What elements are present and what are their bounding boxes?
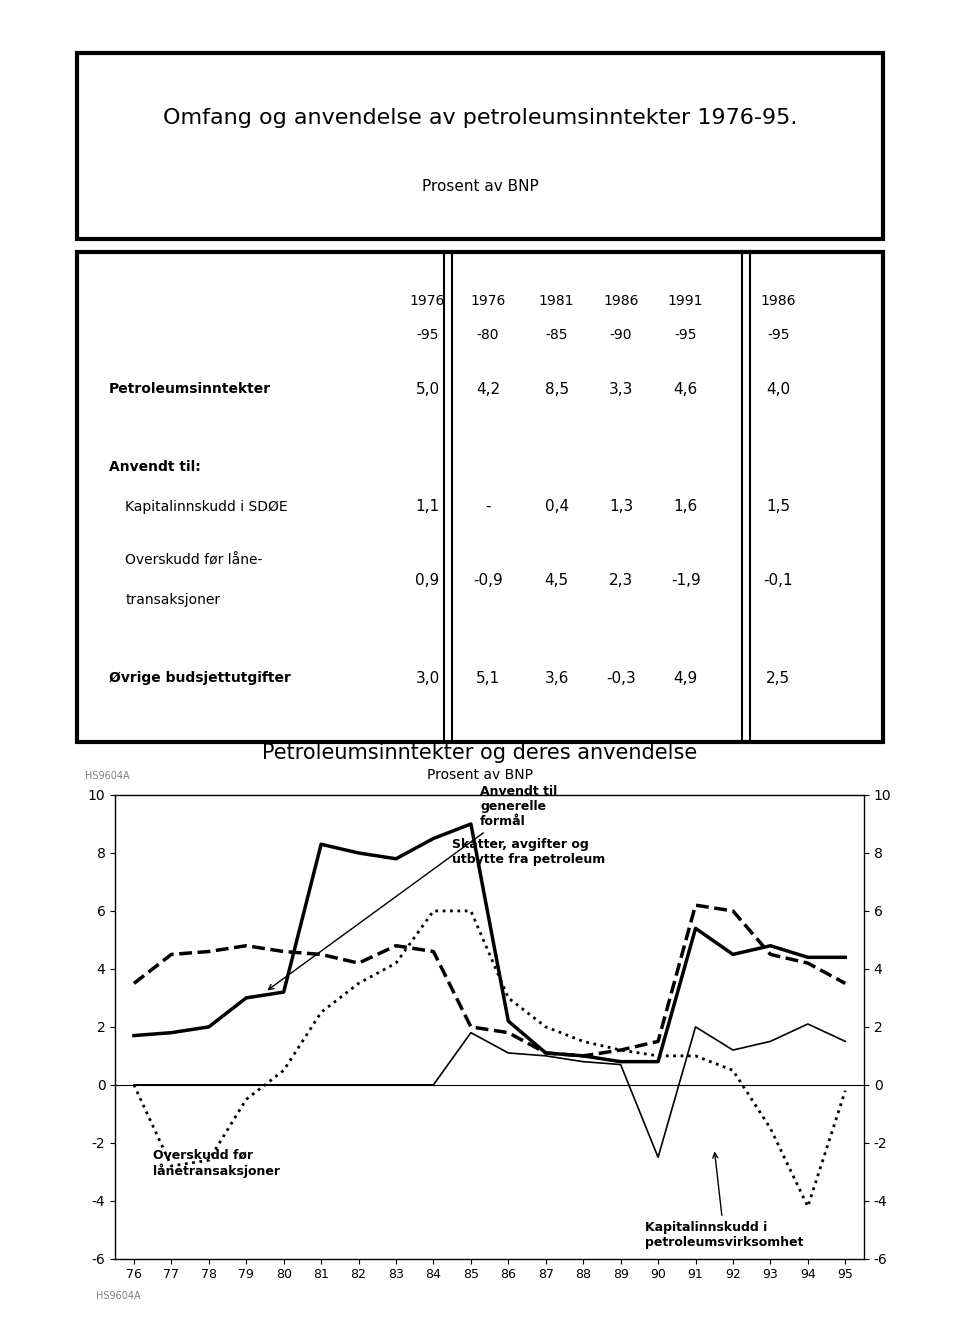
Text: -: - <box>486 500 491 514</box>
Text: -80: -80 <box>477 329 499 342</box>
Text: -95: -95 <box>417 329 439 342</box>
Text: -0,3: -0,3 <box>607 670 636 686</box>
Text: 1981: 1981 <box>539 294 574 307</box>
Text: 4,5: 4,5 <box>544 572 568 588</box>
Text: 8,5: 8,5 <box>544 382 568 396</box>
Text: 4,9: 4,9 <box>674 670 698 686</box>
Text: HS9604A: HS9604A <box>96 1291 140 1301</box>
Text: 3,0: 3,0 <box>416 670 440 686</box>
Text: Øvrige budsjettutgifter: Øvrige budsjettutgifter <box>109 672 291 685</box>
Text: Petroleumsinntekter og deres anvendelse: Petroleumsinntekter og deres anvendelse <box>262 742 698 763</box>
FancyBboxPatch shape <box>77 53 883 238</box>
Text: 0,4: 0,4 <box>544 500 568 514</box>
Text: 1976: 1976 <box>470 294 506 307</box>
Text: 3,6: 3,6 <box>544 670 568 686</box>
Text: 1986: 1986 <box>604 294 638 307</box>
Text: -95: -95 <box>767 329 790 342</box>
Text: transaksjoner: transaksjoner <box>125 592 220 607</box>
Text: Overskudd før
lånetransaksjoner: Overskudd før lånetransaksjoner <box>153 1149 279 1178</box>
Text: Omfang og anvendelse av petroleumsinntekter 1976-95.: Omfang og anvendelse av petroleumsinntek… <box>163 107 797 129</box>
Text: 1986: 1986 <box>760 294 796 307</box>
Text: Anvendt til:: Anvendt til: <box>109 461 201 474</box>
Text: 1,1: 1,1 <box>416 500 440 514</box>
FancyBboxPatch shape <box>77 252 883 742</box>
Text: 1,3: 1,3 <box>609 500 634 514</box>
Text: 4,6: 4,6 <box>674 382 698 396</box>
Text: Skatter, avgifter og
utbytte fra petroleum: Skatter, avgifter og utbytte fra petrole… <box>452 839 606 867</box>
Text: -0,1: -0,1 <box>763 572 793 588</box>
Text: -0,9: -0,9 <box>473 572 503 588</box>
Text: 1991: 1991 <box>668 294 704 307</box>
Text: -85: -85 <box>545 329 568 342</box>
Text: 2,3: 2,3 <box>609 572 634 588</box>
Text: -1,9: -1,9 <box>671 572 701 588</box>
Text: 4,0: 4,0 <box>766 382 790 396</box>
Text: -95: -95 <box>674 329 697 342</box>
Text: 3,3: 3,3 <box>609 382 634 396</box>
Text: Petroleumsinntekter: Petroleumsinntekter <box>109 382 271 396</box>
Text: HS9604A: HS9604A <box>84 771 130 782</box>
Text: 2,5: 2,5 <box>766 670 790 686</box>
Text: 5,0: 5,0 <box>416 382 440 396</box>
Text: 1,5: 1,5 <box>766 500 790 514</box>
Text: 1976: 1976 <box>410 294 445 307</box>
Text: 5,1: 5,1 <box>476 670 500 686</box>
Text: 4,2: 4,2 <box>476 382 500 396</box>
Text: Kapitalinnskudd i SDØE: Kapitalinnskudd i SDØE <box>125 500 288 514</box>
Text: -90: -90 <box>610 329 633 342</box>
Text: Kapitalinnskudd i
petroleumsvirksomhet: Kapitalinnskudd i petroleumsvirksomhet <box>645 1153 804 1249</box>
Text: Anvendt til
generelle
formål: Anvendt til generelle formål <box>269 786 558 990</box>
Text: 0,9: 0,9 <box>416 572 440 588</box>
Text: Prosent av BNP: Prosent av BNP <box>427 768 533 782</box>
Text: 1,6: 1,6 <box>674 500 698 514</box>
Text: Overskudd før låne-: Overskudd før låne- <box>125 554 262 567</box>
Text: Prosent av BNP: Prosent av BNP <box>421 179 539 193</box>
